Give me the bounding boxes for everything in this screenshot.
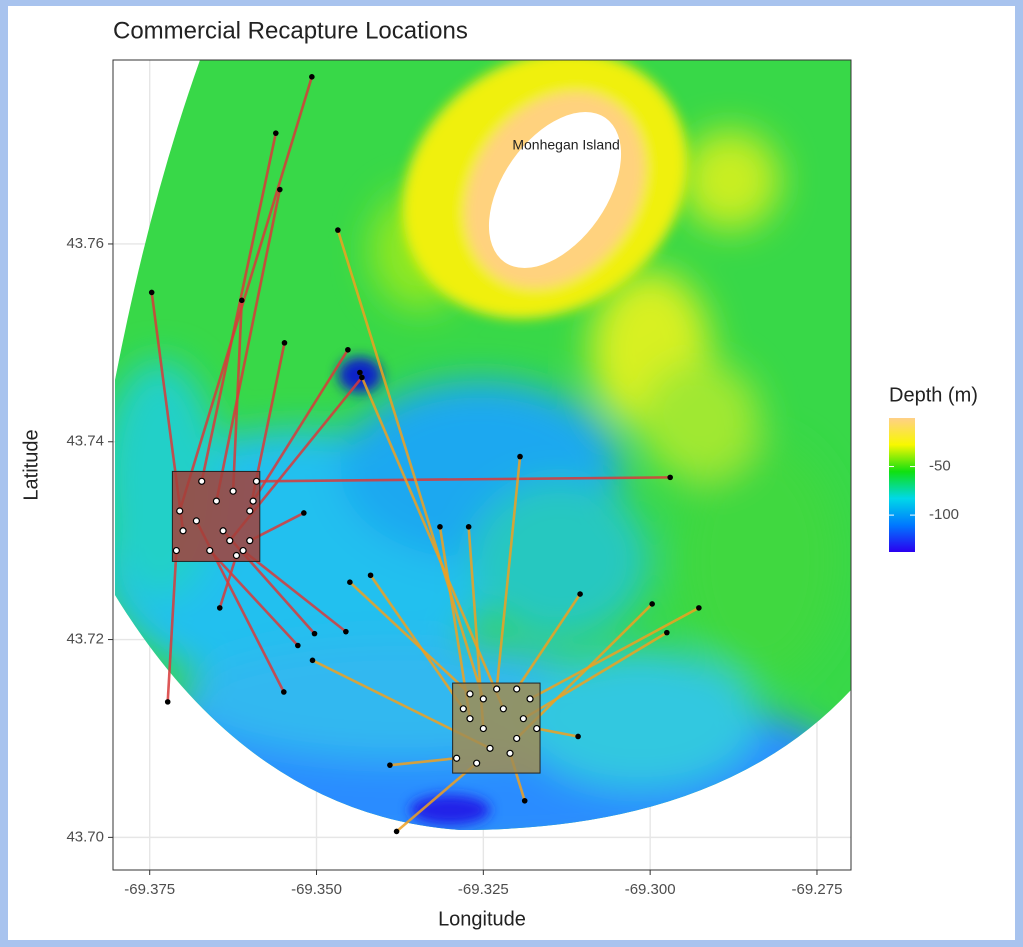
recapture-point [165,699,171,705]
release-area [172,471,259,561]
release-point [487,745,493,751]
release-point [460,706,466,712]
recapture-point [577,591,583,597]
chart: Commercial Recapture Locations Longitude… [0,0,1023,947]
release-point [173,548,179,554]
x-tick-label: -69.375 [124,881,175,898]
recapture-point [217,605,223,611]
release-point [467,691,473,697]
recapture-point [347,579,353,585]
release-point [253,478,259,484]
release-point [534,726,540,732]
y-tick-label: 43.76 [66,235,104,252]
release-point [527,696,533,702]
chart-title: Commercial Recapture Locations [113,17,468,44]
release-point [199,478,205,484]
release-point [193,518,199,524]
release-point [520,716,526,722]
recapture-point [309,74,315,80]
recapture-point [301,510,307,516]
recapture-point [667,475,673,481]
release-point [514,735,520,741]
recapture-point [345,347,351,353]
recapture-point [696,605,702,611]
recapture-point [310,658,316,664]
release-point [507,750,513,756]
release-point [207,548,213,554]
x-tick-label: -69.325 [458,881,509,898]
recapture-point [312,631,318,637]
release-point [180,528,186,534]
recapture-point [282,340,288,346]
release-point [467,716,473,722]
release-point [500,706,506,712]
x-tick-label: -69.350 [291,881,342,898]
y-tick-label: 43.74 [66,433,104,450]
recapture-point [387,762,393,768]
release-point [230,488,236,494]
recapture-point [335,227,341,233]
recapture-point [368,572,374,578]
release-point [480,696,486,702]
recapture-point [575,734,581,740]
colorbar-tick-label: -100 [929,506,959,523]
release-point [494,686,500,692]
release-point [220,528,226,534]
recapture-point [357,370,363,376]
recapture-point [649,601,655,607]
recapture-point [466,524,472,530]
release-point [247,508,253,514]
recapture-point [273,130,279,136]
y-tick-label: 43.70 [66,828,104,845]
release-point [250,498,256,504]
x-tick-label: -69.275 [792,881,843,898]
recapture-point [522,798,528,804]
x-tick-label: -69.300 [625,881,676,898]
recapture-point [664,630,670,636]
recapture-point [295,643,301,649]
colorbar-title: Depth (m) [889,384,978,406]
colorbar-tick-label: -50 [929,458,951,475]
colorbar [889,418,915,552]
release-point [454,755,460,761]
release-point [474,760,480,766]
recapture-point [359,375,365,381]
release-point [233,552,239,558]
recapture-point [277,187,283,193]
release-point [227,538,233,544]
release-point [247,538,253,544]
recapture-point [343,629,349,635]
recapture-point [517,454,523,460]
release-point [480,726,486,732]
recapture-point [437,524,443,530]
recapture-point [149,290,155,296]
y-axis-label: Latitude [20,429,42,500]
page: Commercial Recapture Locations Longitude… [0,0,1023,947]
x-axis-label: Longitude [438,908,526,930]
annotation: Monhegan Island [512,137,619,153]
recapture-point [281,689,287,695]
release-point [177,508,183,514]
release-point [514,686,520,692]
recapture-point [394,829,400,835]
recapture-point [239,298,245,304]
y-tick-label: 43.72 [66,631,104,648]
release-area [453,683,540,773]
release-point [213,498,219,504]
release-point [240,548,246,554]
